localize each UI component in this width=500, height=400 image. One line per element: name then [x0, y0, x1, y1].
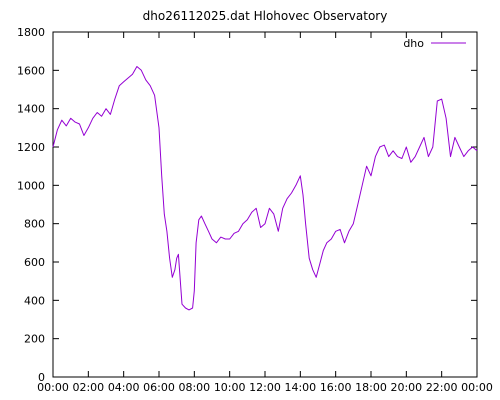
- x-tick-label: 22:00: [426, 381, 458, 394]
- y-tick-label: 1800: [17, 26, 45, 39]
- x-tick-label: 20:00: [390, 381, 422, 394]
- x-tick-label: 10:00: [214, 381, 246, 394]
- x-tick-label: 06:00: [143, 381, 175, 394]
- x-axis: 00:00 02:00 04:00 06:00 08:00 10:00 12:00 14:00…: [37, 32, 493, 394]
- x-tick-label: 18:00: [355, 381, 387, 394]
- y-tick-label: 400: [24, 294, 45, 307]
- y-axis: 0 200 400 600 800 1000 1200 1400 1600 1800: [17, 26, 477, 384]
- legend-label: dho: [403, 37, 424, 50]
- y-tick-label: 1400: [17, 103, 45, 116]
- y-tick-label: 1000: [17, 179, 45, 192]
- y-tick-label: 200: [24, 333, 45, 346]
- y-tick-label: 0: [38, 371, 45, 384]
- x-tick-label: 04:00: [108, 381, 140, 394]
- legend: dho: [403, 37, 466, 50]
- plot-border: [52, 31, 478, 378]
- x-tick-label: 02:00: [72, 381, 104, 394]
- series-line-dho: [52, 66, 478, 311]
- x-tick-label: 14:00: [284, 381, 316, 394]
- plot-area: [52, 31, 478, 378]
- y-tick-label: 1600: [17, 64, 45, 77]
- y-tick-label: 1200: [17, 141, 45, 154]
- chart-title: dho26112025.dat Hlohovec Observatory: [143, 9, 388, 23]
- series-layer: [52, 66, 478, 311]
- x-tick-label: 00:00: [461, 381, 493, 394]
- x-tick-label: 08:00: [178, 381, 210, 394]
- x-tick-label: 12:00: [249, 381, 281, 394]
- x-tick-label: 00:00: [37, 381, 69, 394]
- y-tick-label: 600: [24, 256, 45, 269]
- x-tick-label: 16:00: [320, 381, 352, 394]
- y-tick-label: 800: [24, 218, 45, 231]
